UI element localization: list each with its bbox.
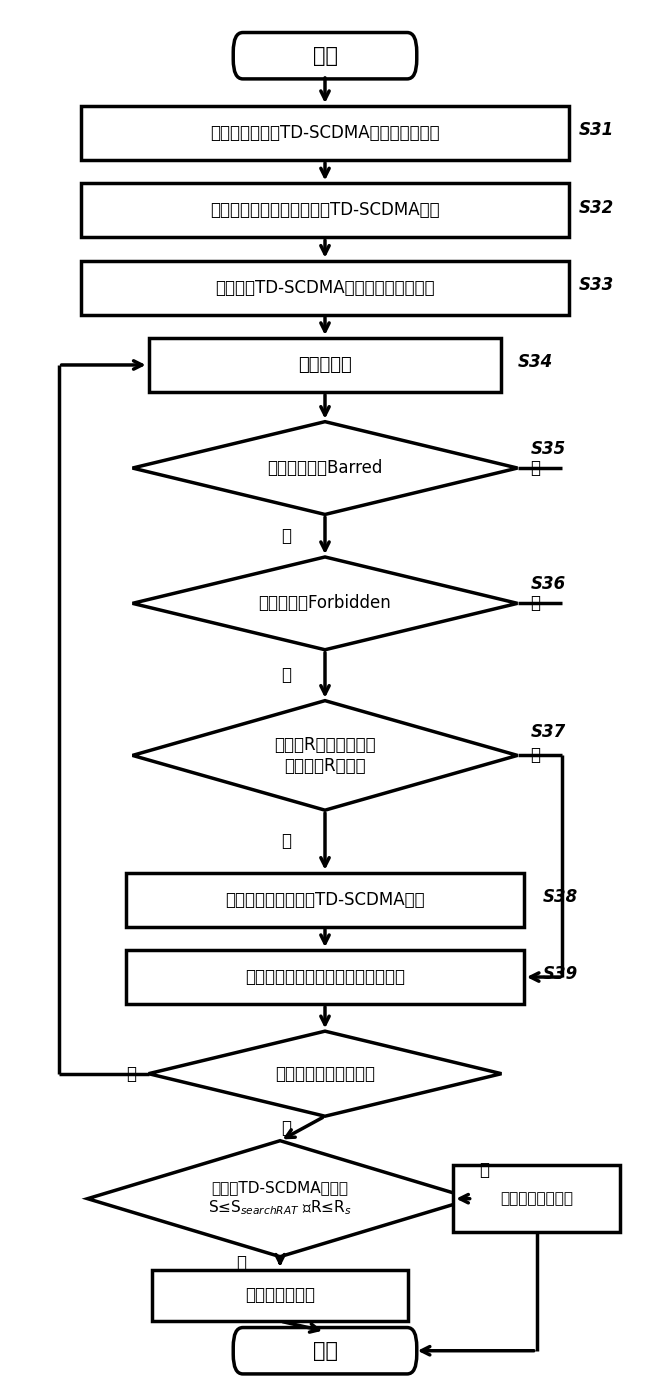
Text: 获得驻留小区和TD-SCDMA邻小区测量结果: 获得驻留小区和TD-SCDMA邻小区测量结果 [210,125,440,141]
Text: S37: S37 [530,724,566,741]
Text: 不启动异系统测量: 不启动异系统测量 [500,1191,573,1207]
Text: S35: S35 [530,440,566,458]
Text: 该小区R値比已知最好
的小区的R値高？: 该小区R値比已知最好 的小区的R値高？ [274,736,376,774]
Text: S31: S31 [578,122,614,140]
Text: S34: S34 [517,353,552,371]
Text: 最好的TD-SCDMA小区的
S≤S$_{searchRAT}$ 且R≤R$_s$: 最好的TD-SCDMA小区的 S≤S$_{searchRAT}$ 且R≤R$_s… [208,1180,352,1217]
Bar [81,106,569,160]
Text: 指针已到达列表结尾？: 指针已到达列表结尾？ [275,1064,375,1082]
Polygon shape [133,557,517,650]
Polygon shape [149,1032,501,1116]
Text: 记录该小区为最好的TD-SCDMA小区: 记录该小区为最好的TD-SCDMA小区 [225,890,425,909]
Text: 开始: 开始 [313,46,337,66]
Polygon shape [133,700,517,811]
Text: 否: 否 [125,1064,136,1082]
Bar [126,951,524,1004]
Text: 小区是否被Forbidden: 小区是否被Forbidden [259,595,391,612]
Bar [81,183,569,238]
Text: 指针指向邻小区列表中的下一个小区: 指针指向邻小区列表中的下一个小区 [245,967,405,986]
Polygon shape [133,421,517,514]
Bar [81,260,569,315]
Text: 启动异系统测量: 启动异系统测量 [245,1287,315,1305]
Text: 是: 是 [237,1254,246,1273]
Text: 是: 是 [530,595,540,612]
Text: 小区被是否被Barred: 小区被是否被Barred [267,459,383,477]
Text: 记录当前服务小区为最好的TD-SCDMA小区: 记录当前服务小区为最好的TD-SCDMA小区 [210,202,440,220]
Polygon shape [88,1141,473,1257]
Text: 是: 是 [281,1120,291,1137]
Text: 指针指向TD-SCDMA邻小区列表起始位置: 指针指向TD-SCDMA邻小区列表起始位置 [215,279,435,297]
Text: S36: S36 [530,575,566,594]
Text: 是: 是 [281,833,291,850]
Text: S38: S38 [543,888,578,906]
Text: 否: 否 [479,1161,489,1179]
Text: S33: S33 [578,276,614,294]
FancyBboxPatch shape [233,32,417,78]
Text: S39: S39 [543,966,578,983]
Text: S32: S32 [578,199,614,217]
Bar [453,1165,620,1232]
Bar [126,872,524,927]
Text: 是: 是 [530,459,540,477]
Text: 否: 否 [281,666,291,685]
Text: 读取该小区: 读取该小区 [298,356,352,374]
FancyBboxPatch shape [233,1327,417,1373]
Text: 否: 否 [530,746,540,764]
Text: 结束: 结束 [313,1341,337,1361]
Bar [149,337,501,392]
Text: 否: 否 [281,526,291,545]
Bar [151,1270,408,1322]
